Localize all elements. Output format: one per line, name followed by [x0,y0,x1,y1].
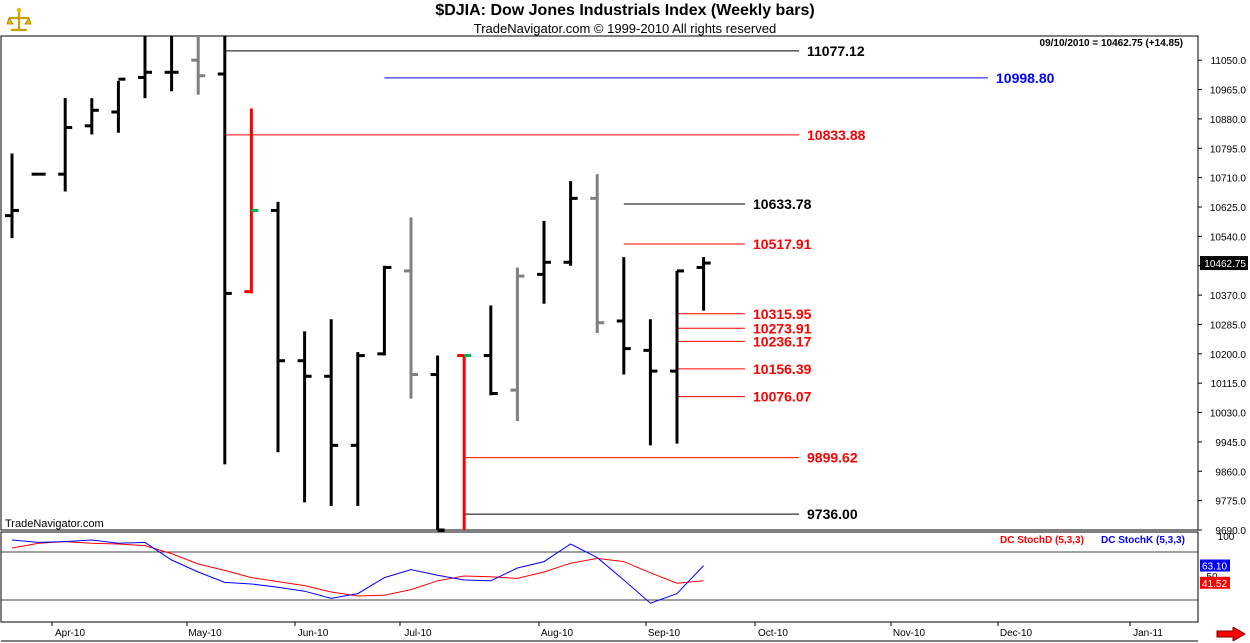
chart-title: $DJIA: Dow Jones Industrials Index (Week… [435,2,815,19]
level-label: 10633.78 [753,196,812,212]
last-price-label: 10462.75 [1204,259,1246,270]
y-tick-label: 9690.0 [1215,526,1246,537]
legend-stochd: DC StochD (5,3,3) [1000,535,1084,546]
y-tick-label: 10710.0 [1210,174,1247,185]
scroll-right-arrow-icon[interactable] [1216,627,1246,641]
x-tick-label: Aug-10 [541,628,574,639]
watermark-text: TradeNavigator.com [5,518,104,530]
stochd-value-label: 41.52 [1202,579,1227,590]
x-tick-label: Dec-10 [1000,628,1033,639]
last-price-badge [1200,256,1248,271]
level-label: 10998.80 [996,70,1055,86]
y-tick-label: 10540.0 [1210,232,1247,243]
level-label: 10273.91 [753,320,812,336]
y-tick-label: 10200.0 [1210,350,1247,361]
x-tick-label: Jan-11 [1133,628,1163,639]
indicator-plot-frame [0,531,1199,623]
x-tick-label: May-10 [188,628,222,639]
x-tick-label: Oct-10 [758,628,788,639]
level-label: 9736.00 [807,506,858,522]
copyright-text: TradeNavigator.com © 1999-2010 All right… [473,21,777,36]
level-label: 9899.62 [807,450,858,466]
stochd-value-badge [1200,576,1230,589]
x-tick-label: Jun-10 [298,628,329,639]
level-label: 10833.88 [807,127,866,143]
y-tick-label: 9860.0 [1215,467,1246,478]
indicator-y-tick: 100 [1218,532,1235,543]
y-tick-label: 10880.0 [1210,115,1247,126]
stochk-value-badge [1200,559,1230,572]
legend-stochk: DC StochK (5,3,3) [1101,535,1185,546]
y-tick-label: 10030.0 [1210,409,1247,420]
y-tick-label: 9775.0 [1215,497,1246,508]
y-tick-label: 10795.0 [1210,144,1247,155]
level-label: 10076.07 [753,389,812,405]
level-label: 10315.95 [753,306,812,322]
y-tick-label: 10115.0 [1211,379,1247,390]
last-price-info: 09/10/2010 = 10462.75 (+14.85) [1040,38,1183,49]
stochd-line [11,541,704,597]
y-tick-label: 9945.0 [1215,438,1246,449]
level-label: 10236.17 [753,333,812,349]
x-tick-label: Nov-10 [893,628,926,639]
x-tick-label: Jul-10 [404,628,432,639]
stochk-value-label: 63.10 [1202,562,1227,573]
level-label: 11077.12 [807,43,865,59]
y-tick-label: 10965.0 [1210,86,1247,97]
x-tick-label: Apr-10 [55,628,85,639]
stochk-line [11,539,704,604]
level-label: 10156.39 [753,361,812,377]
y-tick-label: 11050.0 [1211,56,1247,67]
price-plot-frame [0,35,1199,531]
x-tick-label: Sep-10 [648,628,681,639]
y-tick-label: 10285.0 [1210,320,1247,331]
trade-navigator-logo-icon [6,7,32,32]
y-tick-label: 10370.0 [1210,291,1247,302]
y-tick-label: 10625.0 [1210,203,1247,214]
level-label: 10517.91 [753,236,812,252]
